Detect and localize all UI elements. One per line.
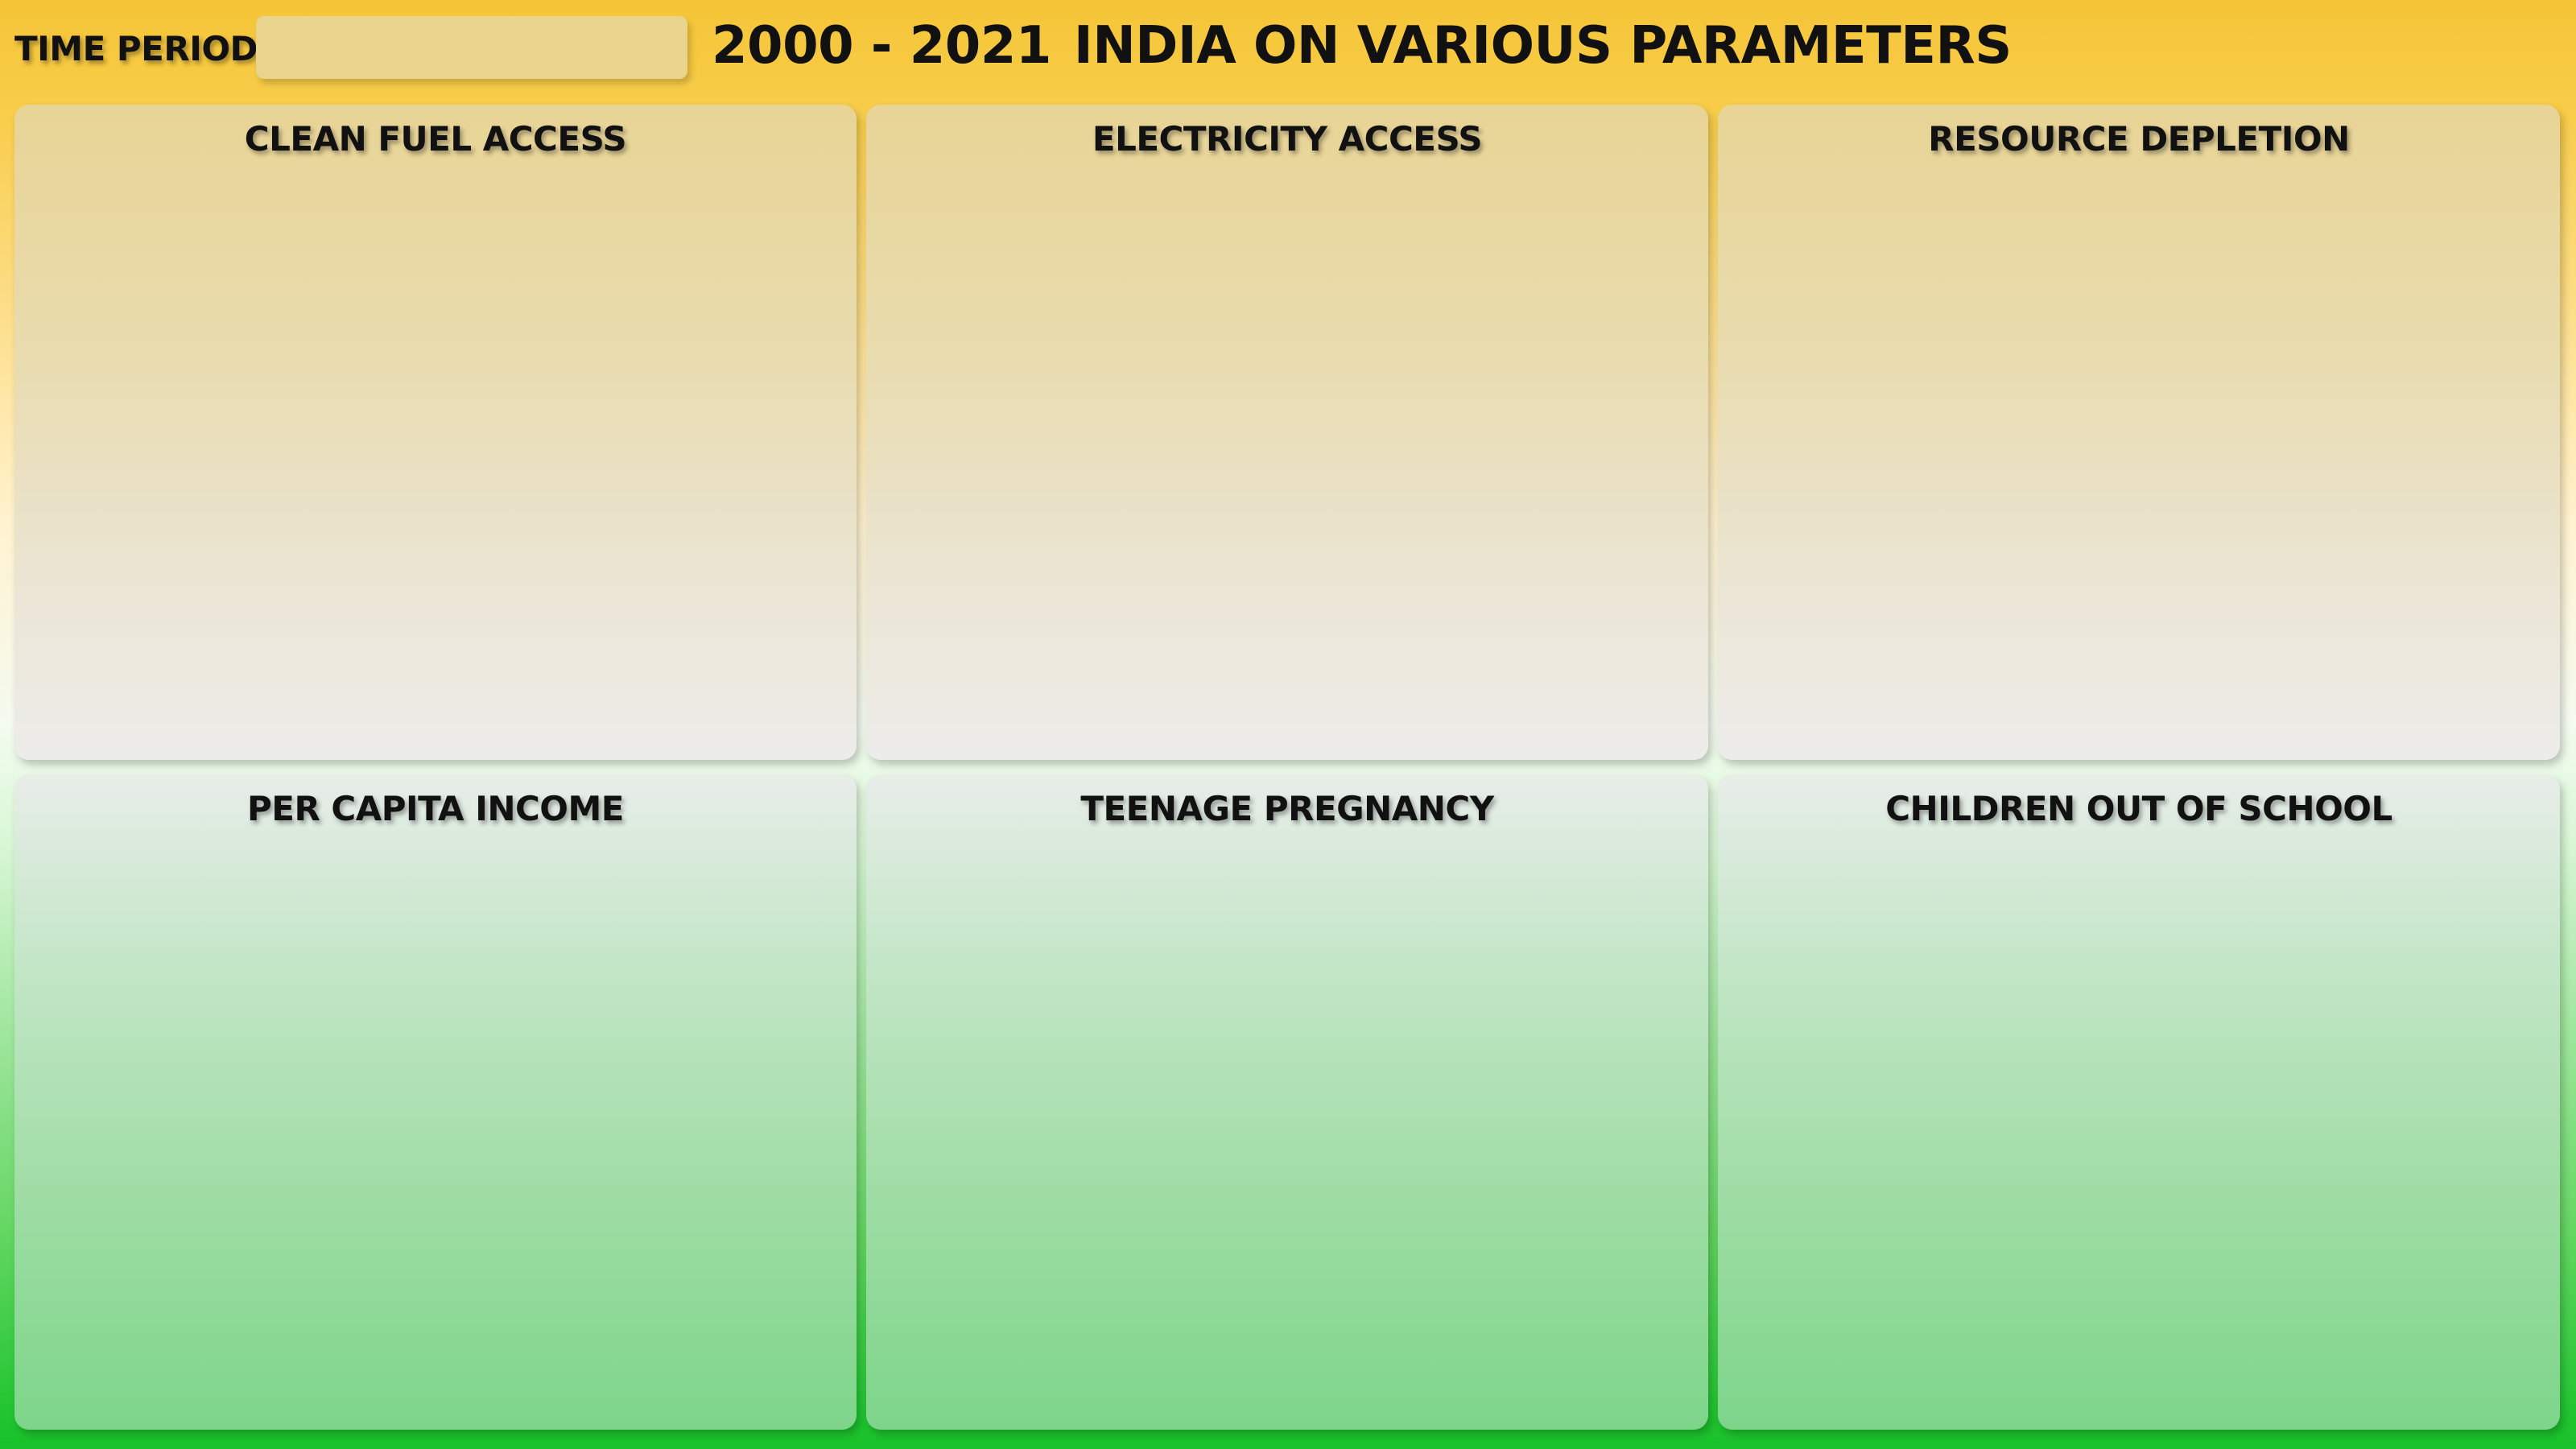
chart-grid: CLEAN FUEL ACCESS ELECTRICITY ACCESS RES… [14,105,2563,1430]
panel-title: RESOURCE DEPLETION [1928,119,2350,159]
panel-clean-fuel-access: CLEAN FUEL ACCESS [14,105,857,760]
header-bar: TIME PERIOD 2000 - 2021 INDIA ON VARIOUS … [0,0,2576,97]
panel-children-out-of-school: CHILDREN OUT OF SCHOOL [1718,774,2560,1430]
panel-per-capita-income: PER CAPITA INCOME [14,774,857,1430]
time-period-input[interactable] [256,16,687,79]
panel-electricity-access: ELECTRICITY ACCESS [866,105,1708,760]
dashboard-title: 2000 - 2021 INDIA ON VARIOUS PARAMETERS [712,16,2012,76]
panel-resource-depletion: RESOURCE DEPLETION [1718,105,2560,760]
panel-title: CLEAN FUEL ACCESS [244,119,627,159]
panel-teenage-pregnancy: TEENAGE PREGNANCY [866,774,1708,1430]
chart-area [882,847,1692,1414]
panel-title: CHILDREN OUT OF SCHOOL [1885,789,2392,828]
chart-area [31,847,840,1414]
panel-title: PER CAPITA INCOME [247,789,624,828]
panel-title: ELECTRICITY ACCESS [1092,119,1483,159]
title-years: 2000 - 2021 [712,16,1051,76]
chart-area [882,177,1692,744]
chart-area [1734,177,2544,744]
chart-area [31,177,840,744]
title-text: INDIA ON VARIOUS PARAMETERS [1073,16,2012,76]
chart-area [1734,847,2544,1414]
time-period-label: TIME PERIOD [14,29,258,68]
panel-title: TEENAGE PREGNANCY [1080,789,1494,828]
